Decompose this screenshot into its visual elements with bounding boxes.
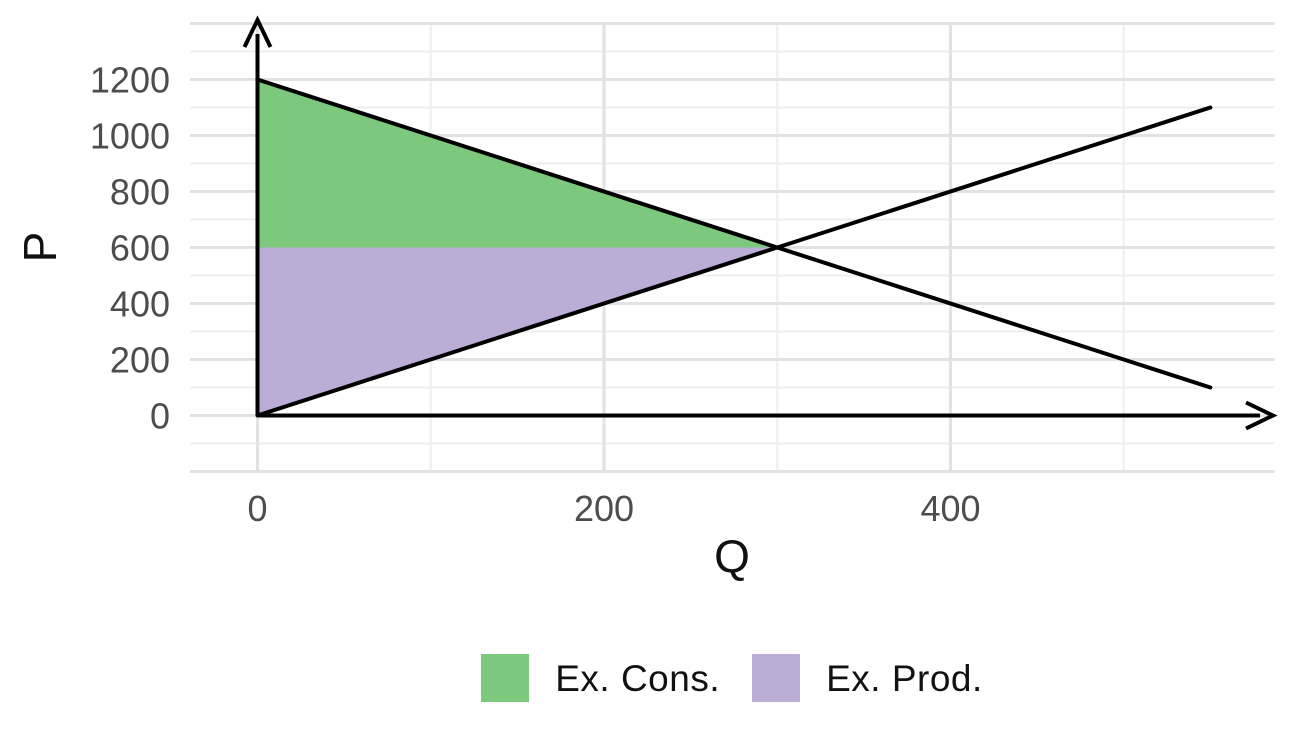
y-axis-arrowhead [242, 15, 273, 48]
y-tick-label: 200 [110, 340, 170, 381]
curves [255, 77, 1213, 418]
y-tick-label: 1000 [90, 116, 170, 157]
legend-item-ex-prod: Ex. Prod. [752, 654, 983, 702]
legend-item-ex-cons: Ex. Cons. [481, 654, 720, 702]
x-axis-arrowhead [1245, 400, 1278, 431]
supply-curve [255, 105, 1213, 418]
y-tick-label: 800 [110, 172, 170, 213]
surplus-regions [257, 79, 778, 416]
y-tick-label: 1200 [90, 60, 170, 101]
y-tick-label: 600 [110, 228, 170, 269]
y-axis-title: P [14, 232, 66, 263]
x-tick-label: 200 [574, 488, 634, 529]
legend-swatch-ex-cons [481, 654, 530, 702]
x-tick-label: 400 [920, 488, 980, 529]
tick-labels: 0 200 400 600 800 1000 1200 0 200 400 [90, 60, 981, 530]
y-tick-label: 0 [150, 396, 170, 437]
legend-swatch-ex-prod [752, 654, 801, 702]
axis-arrows [242, 15, 1278, 431]
x-tick-label: 0 [247, 488, 267, 529]
x-axis-title: Q [714, 530, 750, 582]
legend-label-ex-cons: Ex. Cons. [555, 657, 721, 699]
demand-curve [255, 77, 1213, 390]
chart-legend: Ex. Cons. Ex. Prod. [190, 654, 1274, 702]
y-tick-label: 400 [110, 284, 170, 325]
legend-label-ex-prod: Ex. Prod. [826, 657, 983, 699]
supply-demand-chart: 0 200 400 600 800 1000 1200 0 200 400 P Q [14, 15, 1278, 582]
